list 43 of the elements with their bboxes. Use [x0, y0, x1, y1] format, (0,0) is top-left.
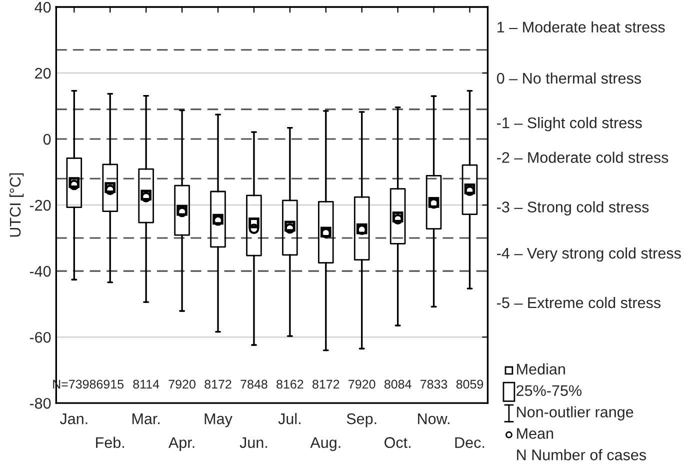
annotation: 8084 — [384, 380, 412, 389]
annotation: 7920 — [168, 380, 196, 389]
x-tick-label: Mar. — [132, 414, 160, 424]
annotation: 8114 — [133, 380, 160, 389]
annotation: 8162 — [276, 380, 304, 389]
x-tick-label: May — [204, 414, 232, 428]
text: Median — [517, 363, 565, 375]
y-tick-label: 0 — [43, 134, 51, 145]
annotation: 8172 — [204, 380, 232, 389]
x-tick-label: Jul. — [278, 412, 300, 424]
annotation: 8059 — [456, 380, 484, 389]
annotation: 8172 — [312, 380, 340, 389]
y-tick-label: -20 — [30, 200, 51, 211]
x-tick-label: Feb. — [96, 436, 124, 448]
annotation: 7833 — [420, 380, 448, 389]
text: -4 – Very strong cold stress — [497, 247, 681, 262]
annotation: 6915 — [96, 380, 124, 389]
text: N Number of cases — [517, 449, 646, 460]
x-tick-label: Jan. — [60, 414, 88, 424]
y-tick-label: -60 — [30, 332, 51, 343]
text: -5 – Extreme cold stress — [497, 296, 661, 308]
text: -2 – Moderate cold stress — [497, 152, 668, 163]
x-tick-label: Jun. — [240, 437, 268, 448]
text: Non-outlier range — [517, 406, 634, 420]
text: Mean — [517, 428, 554, 439]
y-tick-label: -40 — [30, 266, 51, 277]
y-tick-label: 20 — [35, 68, 51, 79]
annotation: 7920 — [348, 380, 376, 389]
text: -1 – Slight cold stress — [497, 117, 642, 132]
y-tick-label: 40 — [34, 2, 51, 13]
annotation: 7848 — [240, 380, 268, 389]
y-axis-title: UTCI [°C] — [9, 173, 24, 237]
x-tick-label: Now. — [418, 414, 450, 424]
text: 1 – Moderate heat stress — [498, 21, 665, 33]
x-tick-label: Dec. — [455, 437, 484, 448]
text: 0 – No thermal stress — [496, 72, 641, 84]
x-tick-label: Oct. — [384, 437, 410, 448]
text: -3 – Strong cold stress — [497, 201, 649, 216]
text: 25%-75% — [516, 385, 582, 396]
x-tick-label: Aug. — [310, 437, 340, 451]
y-tick-label: -80 — [30, 398, 51, 409]
x-tick-label: Sep. — [346, 413, 376, 428]
x-tick-label: Apr. — [168, 437, 194, 451]
